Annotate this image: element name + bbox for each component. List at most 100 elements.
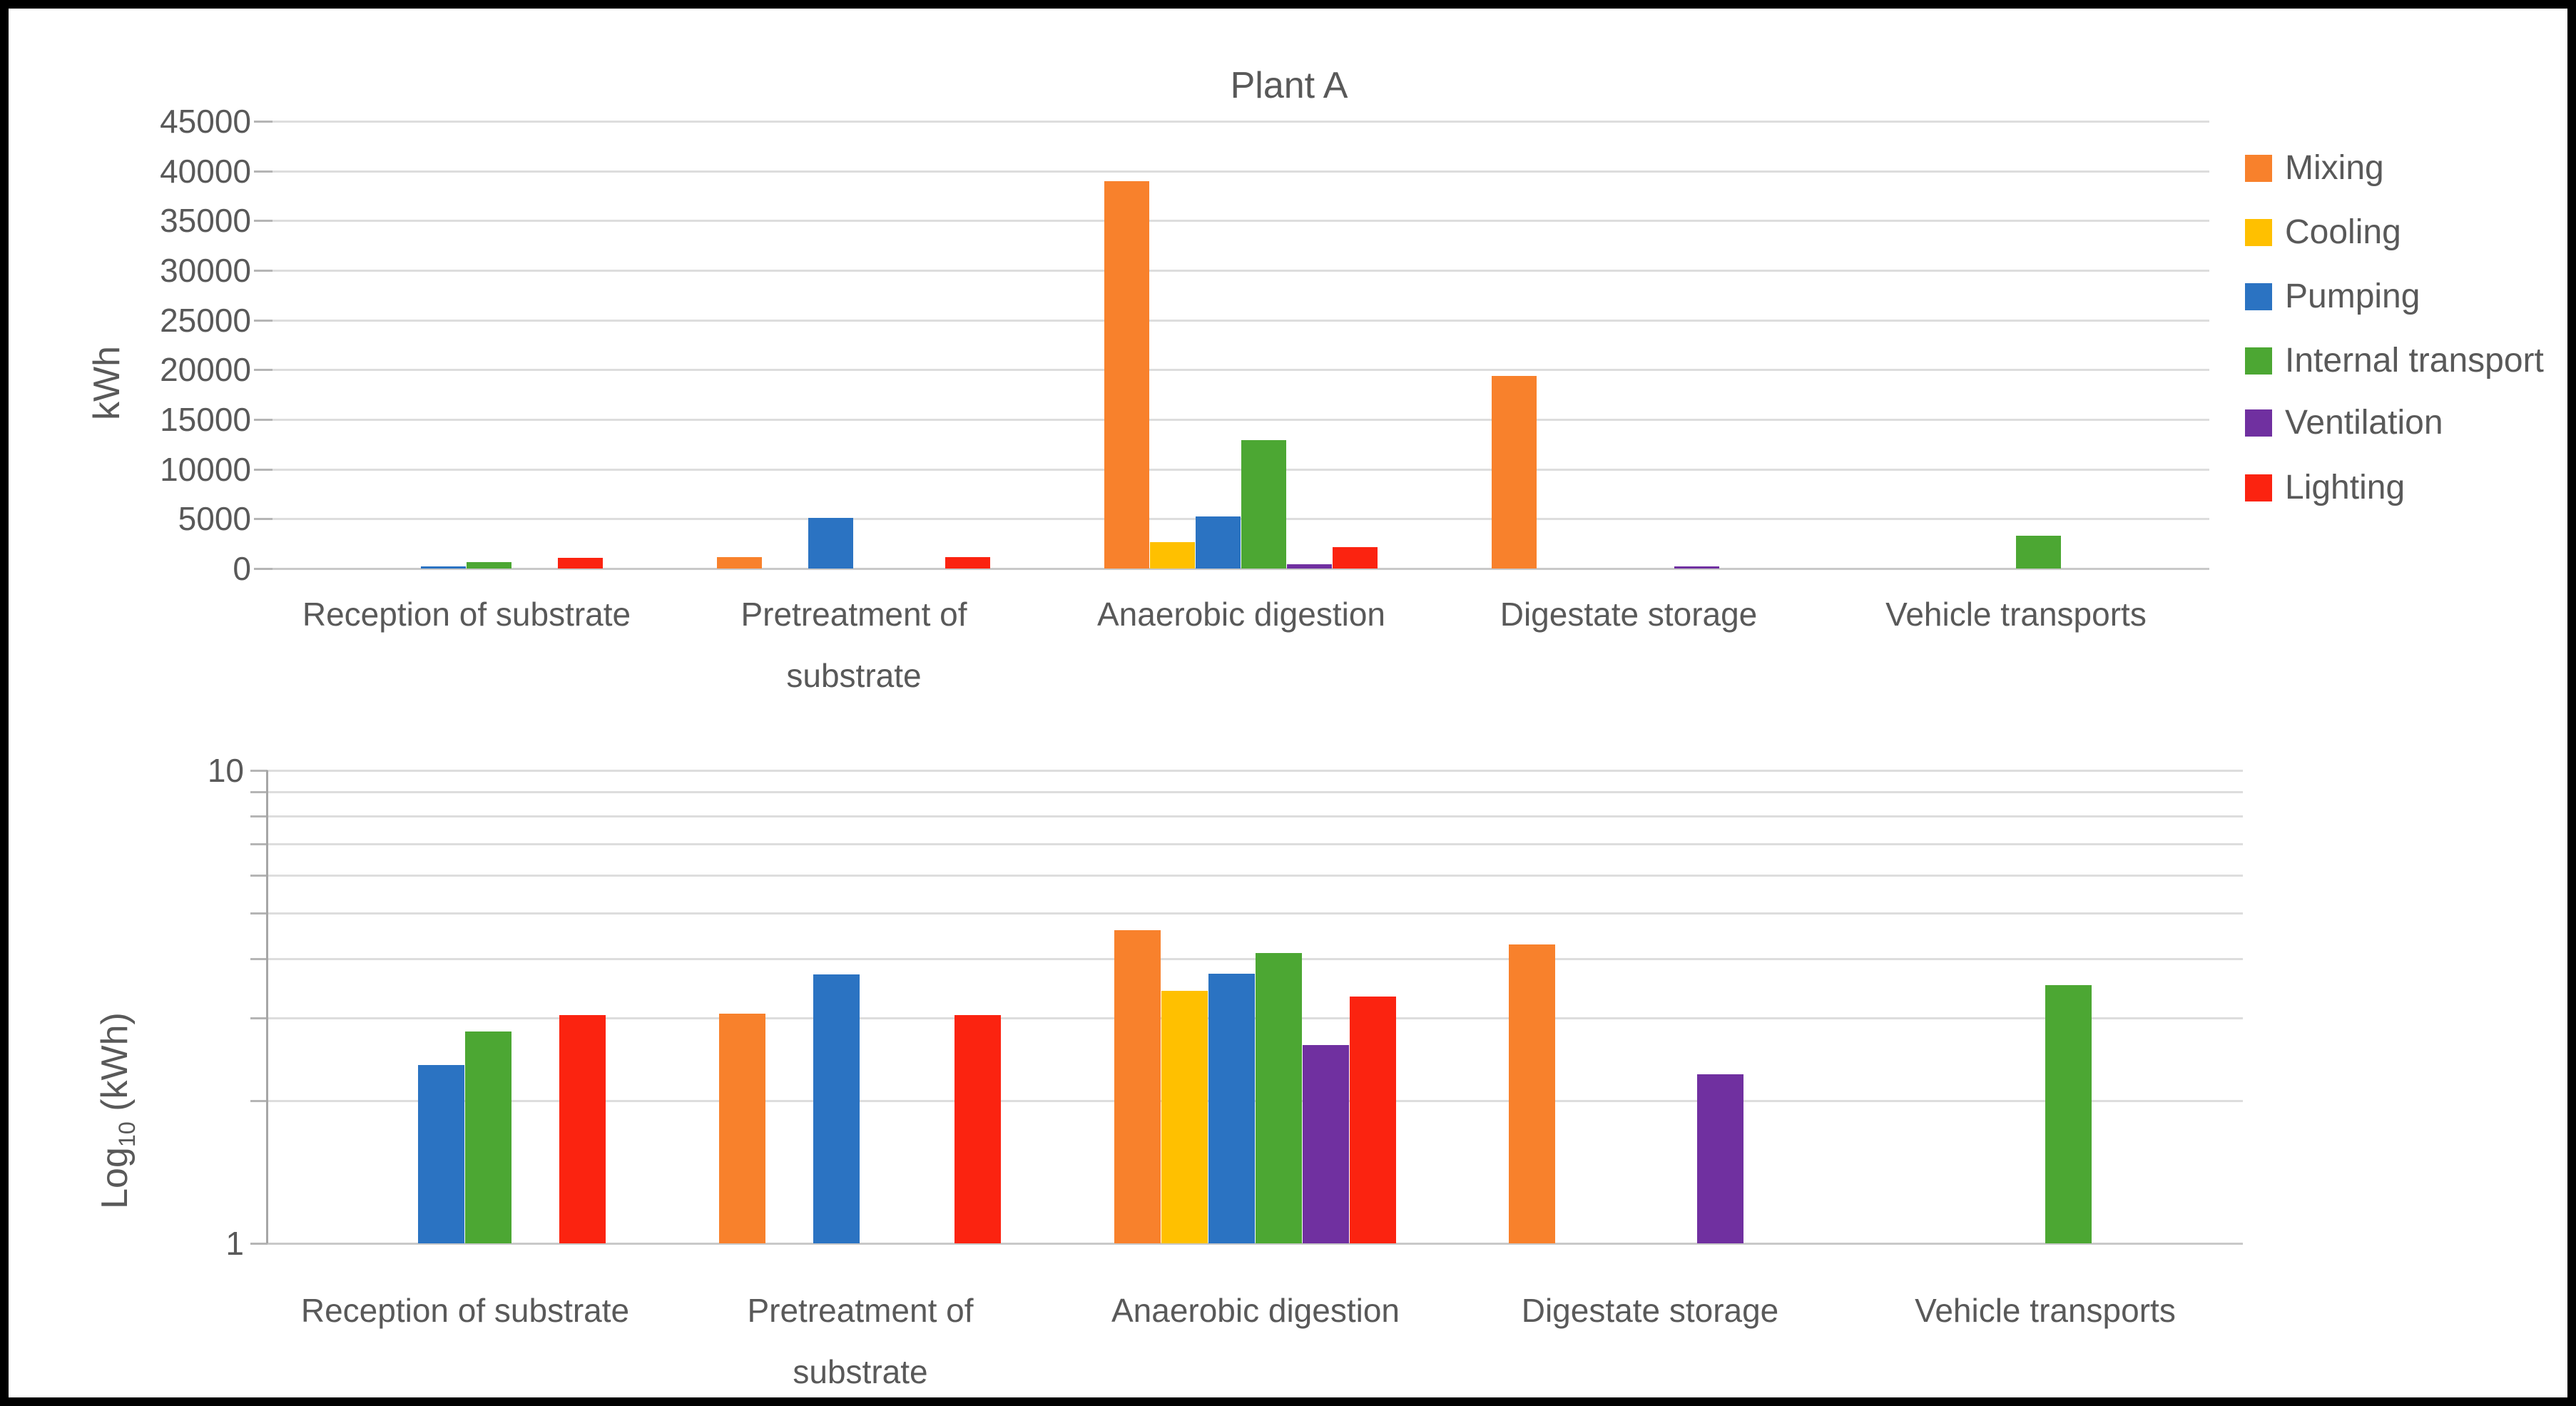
y-axis-tick-top-30000	[254, 270, 273, 272]
bar-top-lighting-pretreatment-of-substrate	[945, 557, 990, 569]
bar-bottom-lighting-reception-of-substrate	[559, 1015, 606, 1243]
bottom-y-axis-title-prefix: Log	[93, 1147, 136, 1209]
chart-title: Plant A	[1230, 65, 1348, 106]
bar-bottom-ventilation-anaerobic-digestion	[1303, 1045, 1349, 1243]
y-axis-tick-top-0	[254, 568, 273, 570]
bar-bottom-mixing-anaerobic-digestion	[1114, 930, 1161, 1243]
y-tick-label-top-35000: 35000	[160, 202, 251, 239]
bar-top-lighting-reception-of-substrate	[558, 558, 603, 569]
y-axis-tick-bottom-8	[250, 815, 268, 817]
gridline-bottom-3	[268, 1017, 2243, 1019]
bar-bottom-lighting-pretreatment-of-substrate	[954, 1015, 1001, 1243]
gridline-bottom-5	[268, 912, 2243, 915]
y-axis-tick-bottom-2	[250, 1100, 268, 1102]
gridline-top-10000	[273, 469, 2209, 471]
legend-item-internal-transport: Internal transport	[2245, 341, 2544, 380]
ventilation-legend-swatch-icon	[2245, 409, 2272, 437]
legend-item-cooling: Cooling	[2245, 213, 2401, 252]
y-axis-tick-bottom-6	[250, 875, 268, 877]
legend-label-lighting: Lighting	[2285, 469, 2406, 506]
bar-bottom-mixing-digestate-storage	[1509, 944, 1555, 1243]
bar-top-ventilation-anaerobic-digestion	[1287, 564, 1332, 569]
bottom-chart-y-axis-title: Log10 (kWh)	[93, 1012, 141, 1209]
internal-transport-legend-swatch-icon	[2245, 347, 2272, 375]
category-label-top-vehicle-transports: Vehicle transports	[1885, 596, 2147, 633]
legend-item-mixing: Mixing	[2245, 148, 2384, 188]
y-axis-tick-top-15000	[254, 419, 273, 421]
category-label-bottom-vehicle-transports: Vehicle transports	[1915, 1292, 2176, 1329]
bar-bottom-pumping-reception-of-substrate	[418, 1065, 464, 1243]
bar-bottom-pumping-pretreatment-of-substrate	[813, 974, 860, 1243]
bar-bottom-mixing-pretreatment-of-substrate	[719, 1014, 765, 1243]
y-tick-label-top-20000: 20000	[160, 351, 251, 388]
gridline-bottom-2	[268, 1100, 2243, 1102]
bar-top-cooling-anaerobic-digestion	[1150, 542, 1195, 569]
bar-top-ventilation-digestate-storage	[1674, 566, 1719, 569]
category-label-bottom-digestate-storage: Digestate storage	[1521, 1292, 1779, 1329]
gridline-bottom-6	[268, 875, 2243, 877]
y-axis-tick-top-35000	[254, 220, 273, 222]
legend-item-lighting: Lighting	[2245, 468, 2405, 507]
bar-top-mixing-anaerobic-digestion	[1104, 181, 1149, 569]
gridline-bottom-1	[268, 1243, 2243, 1245]
y-axis-tick-top-45000	[254, 121, 273, 123]
category-label-bottom-pretreatment-of-substrate: Pretreatment of substrate	[747, 1292, 974, 1390]
bar-top-mixing-pretreatment-of-substrate	[717, 557, 762, 569]
gridline-bottom-9	[268, 791, 2243, 793]
y-axis-tick-bottom-7	[250, 843, 268, 845]
y-axis-tick-top-5000	[254, 518, 273, 520]
gridline-top-45000	[273, 121, 2209, 123]
bar-top-internal-transport-anaerobic-digestion	[1241, 440, 1286, 569]
bar-bottom-internal-transport-anaerobic-digestion	[1256, 953, 1302, 1243]
gridline-bottom-4	[268, 958, 2243, 960]
bar-bottom-pumping-anaerobic-digestion	[1208, 974, 1255, 1243]
bar-top-pumping-anaerobic-digestion	[1196, 516, 1241, 569]
gridline-top-15000	[273, 419, 2209, 421]
bar-top-pumping-reception-of-substrate	[421, 566, 466, 569]
mixing-legend-swatch-icon	[2245, 154, 2272, 182]
gridline-top-40000	[273, 170, 2209, 173]
y-tick-label-top-25000: 25000	[160, 302, 251, 339]
y-axis-tick-bottom-10	[250, 770, 268, 772]
bottom-y-axis-title-subscript: 10	[114, 1121, 141, 1148]
category-label-bottom-anaerobic-digestion: Anaerobic digestion	[1111, 1292, 1400, 1329]
legend-item-ventilation: Ventilation	[2245, 403, 2443, 442]
category-label-top-pretreatment-of-substrate: Pretreatment of substrate	[740, 596, 967, 694]
y-tick-label-top-45000: 45000	[160, 103, 251, 140]
category-label-top-digestate-storage: Digestate storage	[1500, 596, 1758, 633]
gridline-top-0	[273, 568, 2209, 570]
y-tick-label-top-15000: 15000	[160, 401, 251, 438]
pumping-legend-swatch-icon	[2245, 282, 2272, 310]
bar-top-mixing-digestate-storage	[1492, 376, 1537, 569]
cooling-legend-swatch-icon	[2245, 218, 2272, 246]
y-axis-tick-top-40000	[254, 170, 273, 173]
y-tick-label-top-10000: 10000	[160, 451, 251, 488]
lighting-legend-swatch-icon	[2245, 474, 2272, 501]
y-tick-label-top-5000: 5000	[178, 500, 251, 537]
y-tick-label-top-30000: 30000	[160, 252, 251, 289]
gridline-top-5000	[273, 518, 2209, 520]
bar-bottom-internal-transport-reception-of-substrate	[465, 1031, 511, 1243]
bar-bottom-lighting-anaerobic-digestion	[1350, 997, 1396, 1243]
y-tick-label-bottom-1: 1	[225, 1225, 244, 1262]
y-tick-label-bottom-10: 10	[207, 752, 244, 789]
gridline-top-25000	[273, 320, 2209, 322]
category-label-bottom-reception-of-substrate: Reception of substrate	[300, 1292, 630, 1329]
gridline-top-30000	[273, 270, 2209, 272]
bar-bottom-internal-transport-vehicle-transports	[2045, 985, 2092, 1243]
gridline-bottom-10	[268, 770, 2243, 772]
gridline-bottom-7	[268, 843, 2243, 845]
gridline-top-20000	[273, 369, 2209, 371]
gridline-top-35000	[273, 220, 2209, 222]
y-axis-line-bottom	[266, 770, 268, 1243]
category-label-top-anaerobic-digestion: Anaerobic digestion	[1096, 596, 1386, 633]
legend-label-internal-transport: Internal transport	[2285, 342, 2544, 379]
legend-label-ventilation: Ventilation	[2285, 404, 2443, 442]
legend-item-pumping: Pumping	[2245, 277, 2420, 316]
y-axis-tick-bottom-5	[250, 912, 268, 915]
y-axis-tick-bottom-4	[250, 958, 268, 960]
bar-top-internal-transport-reception-of-substrate	[467, 562, 511, 569]
bar-top-internal-transport-vehicle-transports	[2016, 536, 2061, 569]
y-axis-tick-top-20000	[254, 369, 273, 371]
